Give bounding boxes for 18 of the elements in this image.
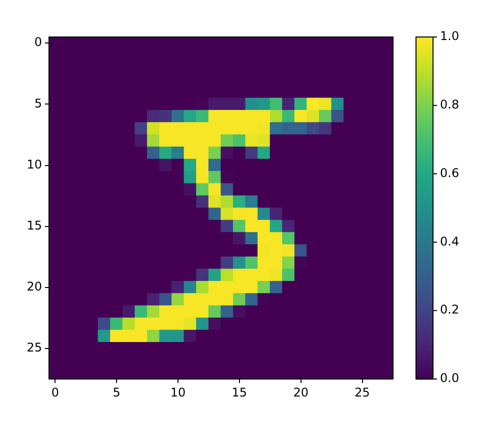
color-bar-label: 0.6 <box>440 166 460 180</box>
x-tick-label: 0 <box>51 385 59 400</box>
color-bar-label: 0.8 <box>440 98 460 112</box>
x-tick-label: 25 <box>354 385 370 400</box>
y-tick-label: 0 <box>34 35 42 50</box>
y-tick-label: 5 <box>34 96 42 110</box>
color-bar-label: 0.4 <box>440 234 460 248</box>
y-tick-label: 25 <box>26 340 42 355</box>
color-bar-label: 0.2 <box>440 302 460 317</box>
x-tick-label: 5 <box>112 385 120 400</box>
color-bar-label: 0.0 <box>440 371 460 386</box>
y-tick-label: 20 <box>26 280 42 294</box>
y-tick-label: 10 <box>26 157 42 172</box>
x-tick-label: 10 <box>170 385 186 400</box>
x-tick-label: 20 <box>293 385 308 400</box>
y-tick-label: 15 <box>26 218 42 232</box>
color-bar-label: 1.0 <box>440 29 460 44</box>
x-tick-label: 15 <box>232 385 248 400</box>
